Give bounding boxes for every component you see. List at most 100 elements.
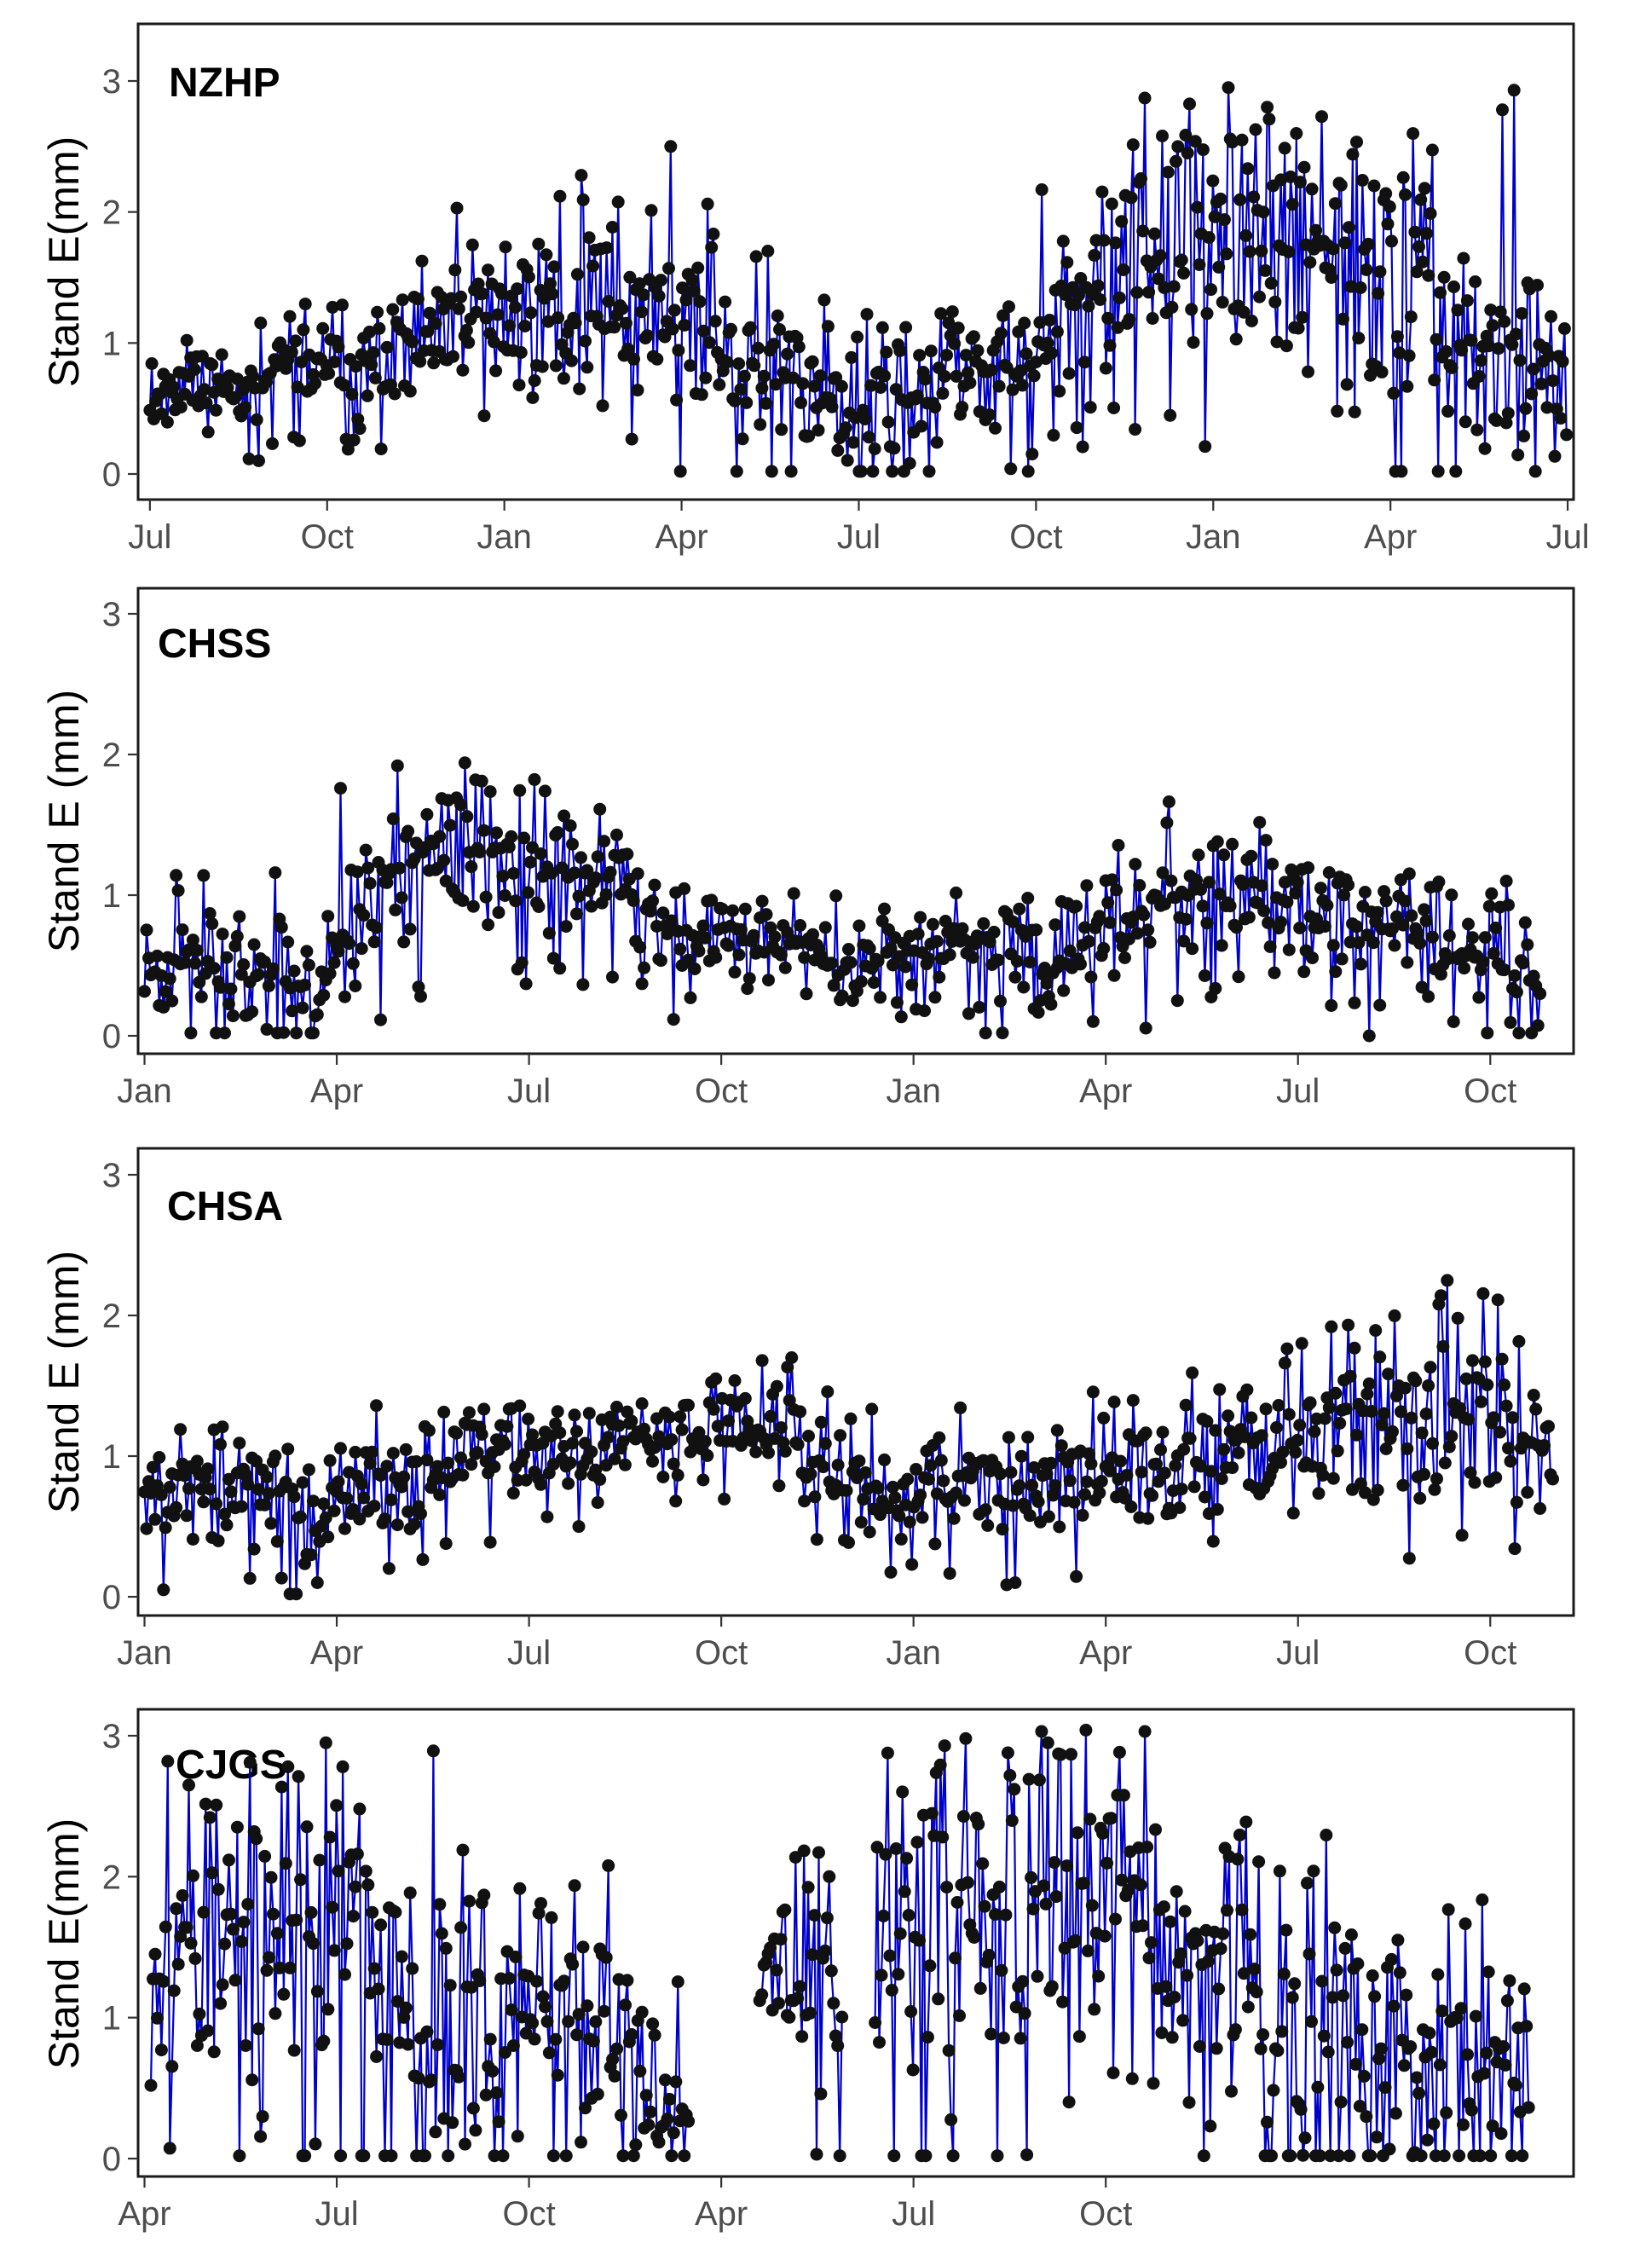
x-tick-label: Apr <box>655 518 708 556</box>
data-point <box>1057 984 1071 997</box>
data-point <box>1208 210 1222 223</box>
data-point <box>477 824 491 837</box>
data-point <box>950 1486 963 1500</box>
data-point <box>184 1936 198 1950</box>
data-point <box>1491 1293 1505 1307</box>
data-point <box>260 1471 274 1483</box>
data-point <box>673 465 687 478</box>
data-point <box>1039 1897 1053 1910</box>
data-point <box>234 1500 248 1513</box>
data-point <box>1164 1915 1177 1928</box>
data-point <box>602 1431 615 1444</box>
data-point <box>218 1026 231 1040</box>
data-point <box>1373 1350 1387 1364</box>
data-point <box>1476 955 1490 968</box>
data-point <box>1209 981 1222 995</box>
data-point <box>1318 920 1331 934</box>
data-point <box>1197 2149 1210 2163</box>
data-point <box>294 1873 308 1887</box>
data-point <box>542 2046 556 2060</box>
data-point <box>1289 887 1303 900</box>
data-point <box>1093 910 1106 923</box>
data-point <box>153 1451 166 1464</box>
data-point <box>522 270 535 284</box>
data-point <box>250 413 263 426</box>
data-point <box>1431 465 1445 478</box>
data-point <box>570 268 584 281</box>
data-point <box>1338 1941 1352 1955</box>
data-point <box>1404 2040 1418 2054</box>
data-point <box>1519 402 1533 415</box>
data-point <box>1083 401 1097 414</box>
data-point <box>458 756 471 770</box>
data-point <box>801 1881 815 1894</box>
data-point <box>174 1423 188 1436</box>
data-point <box>302 958 315 972</box>
data-point <box>346 1503 360 1517</box>
data-point <box>1222 1409 1235 1423</box>
data-point <box>793 1980 806 1993</box>
data-point <box>279 1857 292 1870</box>
data-point <box>1083 1812 1097 1826</box>
data-point <box>572 889 586 903</box>
data-point <box>273 1961 286 1974</box>
data-point <box>1004 462 1018 476</box>
data-point <box>342 937 355 951</box>
data-point <box>682 1398 695 1412</box>
data-point <box>1498 1378 1511 1391</box>
y-axis-label: Stand E (mm) <box>40 690 88 952</box>
data-point <box>285 345 298 359</box>
data-point <box>719 295 732 309</box>
data-point <box>989 421 1002 435</box>
data-point <box>1472 991 1486 1004</box>
data-point <box>1520 2020 1534 2033</box>
data-point <box>1337 888 1351 902</box>
data-point <box>220 1518 234 1532</box>
data-point <box>234 1935 248 1948</box>
data-point <box>270 1927 284 1940</box>
data-point <box>1006 383 1020 396</box>
data-point <box>1080 879 1094 893</box>
data-point <box>1442 929 1456 942</box>
data-point <box>741 982 754 996</box>
data-point <box>380 2033 394 2046</box>
data-point <box>310 1008 324 1021</box>
data-point <box>309 2137 322 2151</box>
data-point <box>1517 1982 1531 1996</box>
data-point <box>227 1922 240 1936</box>
data-point <box>1436 1340 1450 1353</box>
data-point <box>386 1447 400 1460</box>
data-point <box>170 1500 183 1514</box>
data-point <box>508 301 522 314</box>
data-point <box>1291 1433 1304 1447</box>
data-point <box>1138 1725 1152 1738</box>
data-point <box>892 1968 905 1981</box>
data-point <box>602 295 615 308</box>
data-point <box>894 1010 908 1024</box>
data-point <box>1170 994 1184 1008</box>
data-point <box>498 1437 511 1451</box>
data-point <box>1027 369 1041 383</box>
data-point <box>317 2034 331 2048</box>
data-point <box>340 1937 354 1951</box>
data-point <box>671 1975 684 1989</box>
data-point <box>884 941 898 955</box>
data-point <box>924 1459 938 1472</box>
data-point <box>880 345 893 359</box>
data-point <box>1056 234 1070 248</box>
data-point <box>1077 356 1091 369</box>
data-point <box>218 1937 232 1951</box>
data-point <box>795 2030 809 2043</box>
data-point <box>1248 1963 1262 1976</box>
x-tick-label: Apr <box>118 2195 170 2233</box>
data-point <box>1487 946 1500 960</box>
y-axis-label: Stand E(mm) <box>40 1818 88 2070</box>
data-point <box>1187 1480 1201 1494</box>
data-point <box>581 864 594 877</box>
data-point <box>430 1460 444 1473</box>
data-point <box>1344 1928 1358 1941</box>
data-point <box>523 855 537 869</box>
data-point <box>1118 951 1131 964</box>
